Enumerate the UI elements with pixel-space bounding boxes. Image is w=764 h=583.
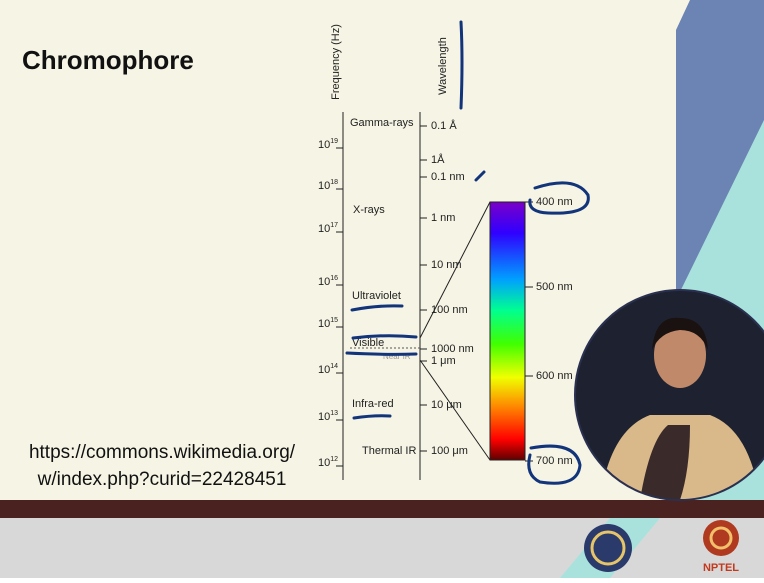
wavelength-label: 10 μm bbox=[431, 399, 462, 411]
visible-label: 700 nm bbox=[536, 455, 573, 467]
wavelength-label: 1Å bbox=[431, 153, 445, 166]
nptel-text: NPTEL bbox=[703, 562, 739, 574]
wavelength-label: 1000 nm bbox=[431, 343, 474, 355]
frequency-base: 10 bbox=[318, 223, 330, 235]
wavelength-label: 100 μm bbox=[431, 445, 468, 457]
band-label: Infra-red bbox=[352, 398, 394, 410]
frequency-exponent: 19 bbox=[330, 138, 338, 145]
frequency-base: 10 bbox=[318, 364, 330, 376]
frequency-exponent: 18 bbox=[330, 179, 338, 186]
frequency-base: 10 bbox=[318, 457, 330, 469]
band-label: X-rays bbox=[353, 204, 385, 216]
frequency-exponent: 17 bbox=[330, 222, 338, 229]
frequency-exponent: 13 bbox=[330, 410, 338, 417]
frequency-base: 10 bbox=[318, 139, 330, 151]
source-link: w/index.php?curid=22428451 bbox=[37, 469, 287, 490]
source-link: https://commons.wikimedia.org/ bbox=[29, 442, 296, 463]
frequency-exponent: 14 bbox=[330, 363, 338, 370]
wavelength-label: 1 μm bbox=[431, 355, 456, 367]
pen-stroke bbox=[347, 353, 416, 354]
frequency-base: 10 bbox=[318, 411, 330, 423]
frequency-base: 10 bbox=[318, 180, 330, 192]
wavelength-label: 0.1 Å bbox=[431, 119, 457, 132]
wavelength-axis-title: Wavelength bbox=[437, 37, 449, 95]
frequency-base: 10 bbox=[318, 276, 330, 288]
band-label: Gamma-rays bbox=[350, 117, 414, 129]
slide-frame: NPTEL Chromophore https://commons.wikime… bbox=[0, 0, 764, 578]
band-label: Thermal IR bbox=[362, 445, 416, 457]
visible-spectrum bbox=[490, 202, 525, 460]
visible-label: 400 nm bbox=[536, 196, 573, 208]
slide-title: Chromophore bbox=[22, 45, 194, 75]
band-label: Ultraviolet bbox=[352, 290, 401, 302]
wavelength-label: 10 nm bbox=[431, 259, 462, 271]
footer-bar bbox=[0, 500, 764, 518]
frequency-axis-title: Frequency (Hz) bbox=[330, 24, 342, 100]
wavelength-label: 0.1 nm bbox=[431, 171, 465, 183]
visible-label: 500 nm bbox=[536, 281, 573, 293]
frequency-exponent: 15 bbox=[330, 317, 338, 324]
frequency-exponent: 12 bbox=[330, 456, 338, 463]
frequency-exponent: 16 bbox=[330, 275, 338, 282]
nptel-logo bbox=[703, 520, 739, 556]
frequency-base: 10 bbox=[318, 318, 330, 330]
pen-stroke bbox=[461, 22, 462, 108]
wavelength-label: 100 nm bbox=[431, 304, 468, 316]
visible-label: 600 nm bbox=[536, 370, 573, 382]
wavelength-label: 1 nm bbox=[431, 212, 455, 224]
